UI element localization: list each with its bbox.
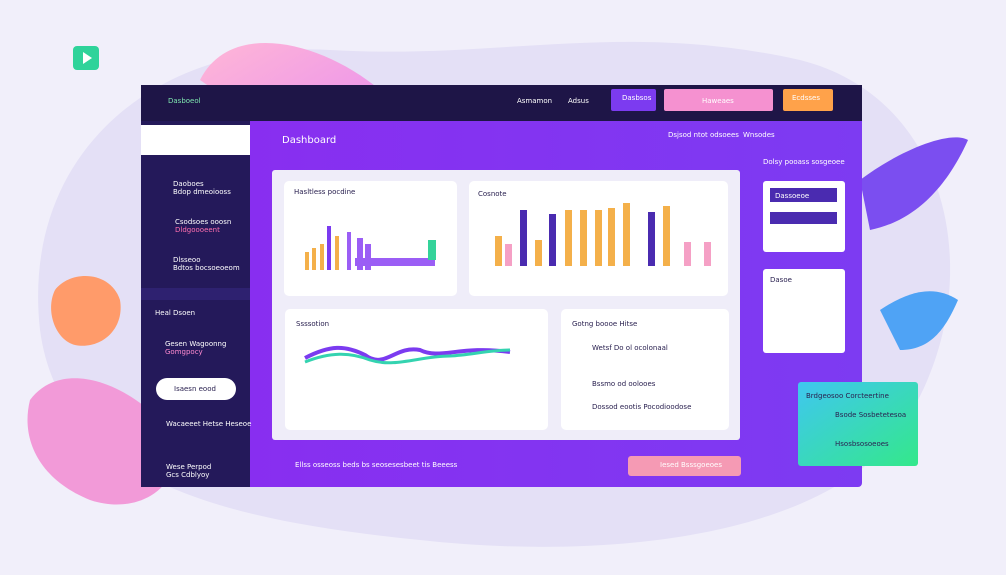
- decorative-bars: [305, 203, 711, 270]
- panel-label: Dasoe: [770, 276, 792, 284]
- green-line: Bsode Sosbetetesoa: [835, 411, 907, 419]
- green-title: Brdgeosoo Corcteertine: [806, 392, 889, 400]
- sidebar-button[interactable]: Isaesn eood: [174, 385, 216, 393]
- header-button[interactable]: Haweaes: [702, 97, 734, 105]
- sidebar-item[interactable]: Csodsoes ooosn: [175, 218, 232, 226]
- green-line: Hsosbsosoeoes: [835, 440, 889, 448]
- panel-label: Dassoeoe: [775, 192, 810, 200]
- header-button[interactable]: Dasbsos: [622, 94, 652, 102]
- nav-link[interactable]: Adsus: [568, 97, 589, 105]
- sidebar-footer: Wese Perpod: [166, 463, 212, 471]
- header-button[interactable]: Ecdsses: [792, 94, 820, 102]
- card-title: Hasltless pocdine: [294, 188, 356, 196]
- nav-link[interactable]: Asmamon: [517, 97, 553, 105]
- footer-button[interactable]: Iesed Bsssgoeoes: [660, 461, 723, 469]
- brand: Dasboeol: [168, 97, 201, 105]
- card-title: Cosnote: [478, 190, 507, 198]
- main-title: Dashboard: [282, 135, 337, 146]
- aside-title: Dolsy pooass sosgeoee: [763, 158, 845, 166]
- top-link[interactable]: Wnsodes: [743, 131, 775, 139]
- sidebar-sub: Dldgoooeent: [175, 226, 220, 234]
- profile-title: Gesen Wagoonng: [165, 340, 227, 348]
- sidebar-sub: Bdtos bocsoeoeom: [173, 264, 240, 272]
- sidebar-item[interactable]: Dlsseoo: [173, 256, 201, 264]
- list-item[interactable]: Bssmo od oolooes: [592, 380, 656, 388]
- card-title: Gotng boooe Hitse: [572, 320, 638, 328]
- sidebar-footer-sub: Gcs Cdblyoy: [166, 471, 210, 479]
- footer-text: Ellss osseoss beds bs seosesesbeet tis B…: [295, 461, 458, 469]
- list-item[interactable]: Wetsf Do ol ocolonaal: [592, 344, 668, 352]
- sidebar-sub: Bdop dmeoiooss: [173, 188, 231, 196]
- list-item[interactable]: Dossod eootis Pocodioodose: [592, 403, 692, 411]
- sidebar-section: Heal Dsoen: [155, 309, 196, 317]
- sidebar-link[interactable]: Wacaeeet Hetse Heseoe: [166, 420, 252, 428]
- profile-sub: Gomgpocy: [165, 348, 203, 356]
- top-link[interactable]: Dsjsod ntot odsoees: [668, 131, 739, 139]
- sidebar-item[interactable]: Daoboes: [173, 180, 204, 188]
- card-title: Ssssotion: [296, 320, 330, 328]
